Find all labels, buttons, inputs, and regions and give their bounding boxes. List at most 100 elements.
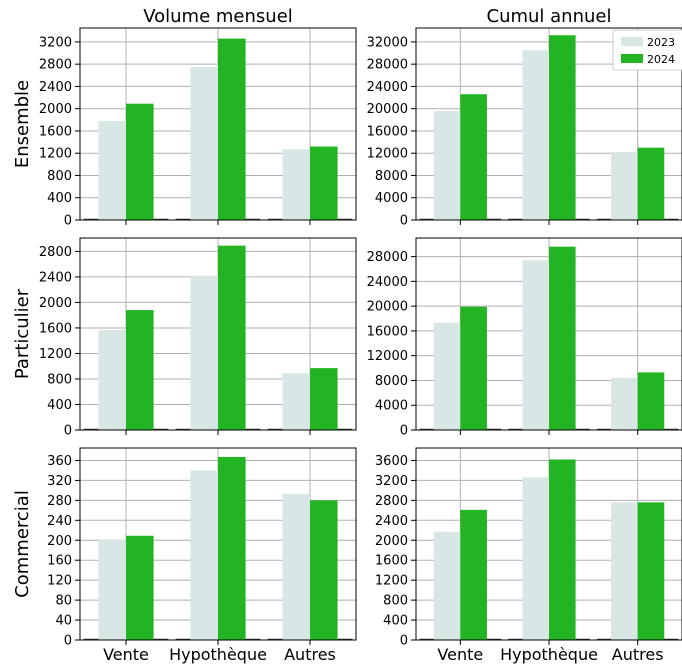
bar-2024	[126, 310, 154, 430]
bar-2023	[522, 260, 549, 430]
axes-frame	[79, 447, 357, 641]
bar-2023	[522, 50, 549, 221]
y-tick-label: 4000	[375, 399, 408, 414]
y-tick-label: 1600	[39, 321, 72, 336]
bar-2023	[611, 502, 638, 640]
bar-2024	[218, 456, 246, 640]
y-tick-label: 2400	[375, 514, 408, 529]
bar-2024	[218, 245, 246, 430]
y-tick-label: 0	[64, 634, 72, 649]
bar-2024	[310, 500, 338, 640]
legend-swatch-2024	[621, 54, 643, 63]
bar-2024	[126, 103, 154, 220]
bar-2023	[98, 120, 126, 220]
bar-2023	[522, 477, 549, 640]
bar-2023	[433, 110, 461, 220]
bar-2024	[460, 509, 487, 640]
bar-2024	[310, 146, 338, 220]
y-tick-label: 3200	[39, 35, 72, 50]
y-tick-label: 16000	[367, 124, 408, 139]
x-category-label: Autres	[284, 645, 336, 664]
y-tick-label: 280	[47, 494, 72, 509]
subplot-title: Cumul annuel	[487, 6, 612, 27]
axes-frame	[79, 27, 357, 221]
bar-2024	[637, 372, 665, 430]
bar-2023	[611, 152, 638, 220]
y-tick-label: 32000	[367, 35, 408, 50]
bar-2023	[98, 539, 126, 640]
x-category-label: Hypothèque	[500, 645, 598, 664]
bar-2023	[282, 493, 310, 640]
y-tick-label: 8000	[375, 374, 408, 389]
bar-2024	[549, 459, 576, 640]
y-tick-label: 20000	[367, 102, 408, 117]
y-tick-label: 2000	[375, 534, 408, 549]
y-tick-label: 2800	[375, 494, 408, 509]
bar-2024	[637, 502, 665, 640]
y-tick-label: 2000	[39, 102, 72, 117]
y-tick-label: 12000	[367, 349, 408, 364]
y-tick-label: 2800	[39, 58, 72, 73]
bar-2023	[98, 329, 126, 430]
bar-2024	[637, 147, 665, 220]
bar-2024	[460, 306, 487, 430]
y-tick-label: 2800	[39, 245, 72, 260]
x-category-label: Vente	[437, 645, 483, 664]
y-tick-label: 1200	[39, 147, 72, 162]
y-tick-label: 24000	[367, 80, 408, 95]
y-tick-label: 40	[55, 614, 72, 629]
y-tick-label: 4000	[375, 191, 408, 206]
axes-frame	[415, 237, 682, 431]
y-tick-label: 20000	[367, 300, 408, 315]
y-tick-label: 400	[383, 614, 408, 629]
y-tick-label: 800	[47, 372, 72, 387]
bar-2024	[126, 535, 154, 640]
y-tick-label: 800	[383, 594, 408, 609]
legend-label: 2024	[647, 53, 675, 66]
axes-frame	[415, 447, 682, 641]
y-tick-label: 1600	[375, 554, 408, 569]
x-category-label: Autres	[612, 645, 664, 664]
y-tick-label: 12000	[367, 147, 408, 162]
y-tick-label: 1200	[39, 347, 72, 362]
y-tick-label: 0	[400, 424, 408, 439]
y-tick-label: 24000	[367, 275, 408, 290]
y-tick-label: 28000	[367, 250, 408, 265]
y-tick-label: 360	[47, 454, 72, 469]
y-tick-label: 240	[47, 514, 72, 529]
y-tick-label: 2400	[39, 270, 72, 285]
bar-2023	[433, 322, 461, 430]
bar-2023	[282, 149, 310, 220]
y-tick-label: 3200	[375, 474, 408, 489]
y-tick-label: 2000	[39, 296, 72, 311]
y-tick-label: 120	[47, 574, 72, 589]
bar-2023	[433, 531, 461, 640]
axes-frame	[415, 27, 682, 221]
y-tick-label: 400	[47, 398, 72, 413]
y-tick-label: 200	[47, 534, 72, 549]
y-tick-label: 3600	[375, 454, 408, 469]
bar-2024	[549, 35, 576, 220]
y-tick-label: 1600	[39, 124, 72, 139]
y-tick-label: 320	[47, 474, 72, 489]
y-tick-label: 1200	[375, 574, 408, 589]
y-tick-label: 16000	[367, 324, 408, 339]
y-tick-label: 0	[400, 214, 408, 229]
y-tick-label: 0	[64, 424, 72, 439]
y-tick-label: 0	[64, 214, 72, 229]
bar-2023	[611, 377, 638, 430]
bar-2023	[190, 470, 218, 640]
y-tick-label: 8000	[375, 169, 408, 184]
x-category-label: Vente	[103, 645, 149, 664]
bar-2024	[218, 38, 246, 220]
y-tick-label: 400	[47, 191, 72, 206]
bar-2023	[282, 373, 310, 430]
row-label: Particulier	[12, 288, 33, 379]
y-tick-label: 2400	[39, 80, 72, 95]
row-label: Commercial	[12, 490, 33, 598]
legend-swatch-2023	[621, 37, 643, 46]
subplot-title: Volume mensuel	[143, 6, 293, 27]
x-category-label: Hypothèque	[169, 645, 267, 664]
